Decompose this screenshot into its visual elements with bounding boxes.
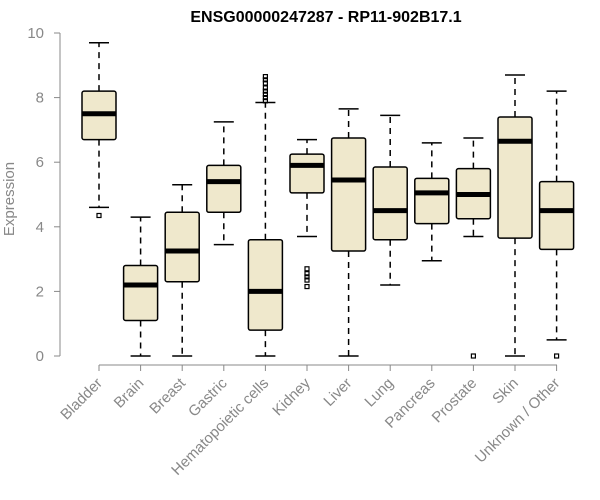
- y-axis-label: Expression: [1, 162, 18, 236]
- outlier-point: [262, 74, 268, 80]
- box-lung: [372, 114, 408, 286]
- box-prostate: [455, 137, 492, 359]
- outlier-point: [262, 80, 268, 86]
- outlier-point: [262, 91, 268, 97]
- outlier-point: [304, 271, 310, 277]
- x-tick-label: Breast: [146, 374, 189, 417]
- x-tick-label: Prostate: [429, 375, 481, 427]
- outlier-point: [470, 353, 476, 359]
- iqr-box: [330, 137, 367, 252]
- box-kidney: [289, 138, 325, 290]
- iqr-box: [372, 166, 408, 241]
- x-tick-label: Liver: [320, 375, 355, 410]
- outlier-point: [553, 353, 560, 359]
- box-brain: [122, 216, 159, 357]
- x-tick-label: Brain: [111, 375, 148, 412]
- iqr-box: [538, 180, 575, 251]
- outlier-point: [304, 283, 310, 290]
- boxes: [81, 41, 575, 359]
- iqr-box: [497, 116, 533, 239]
- outlier-point: [262, 98, 268, 104]
- outlier-point: [96, 212, 102, 219]
- box-hematopoietic-cells: [247, 74, 284, 357]
- box-gastric: [206, 121, 242, 246]
- outlier-point: [262, 94, 268, 101]
- y-tick-label: 4: [36, 219, 44, 236]
- outlier-point: [304, 274, 310, 280]
- box-breast: [164, 184, 200, 357]
- iqr-box: [289, 153, 325, 194]
- outlier-point: [262, 88, 268, 94]
- iqr-box: [122, 264, 159, 322]
- y-tick-label: 6: [36, 154, 44, 171]
- x-tick-label: Lung: [361, 375, 397, 411]
- y-tick-label: 0: [36, 348, 44, 365]
- y-tick-label: 2: [36, 283, 44, 300]
- box-unknown-other: [538, 90, 575, 359]
- outlier-point: [262, 77, 268, 83]
- outlier-point: [262, 85, 268, 91]
- iqr-box: [414, 177, 450, 225]
- box-pancreas: [414, 142, 450, 262]
- x-tick-label: Bladder: [57, 375, 106, 424]
- y-tick-label: 8: [36, 90, 44, 107]
- box-bladder: [81, 41, 117, 219]
- y-axis: 0 2 4 6 8 10: [27, 25, 61, 365]
- y-tick-label: 10: [27, 25, 44, 42]
- chart-title: ENSG00000247287 - RP11-902B17.1: [190, 9, 461, 26]
- box-liver: [330, 108, 367, 357]
- outlier-point: [304, 277, 310, 283]
- iqr-box: [164, 211, 200, 283]
- x-tick-label: Kidney: [269, 374, 314, 419]
- x-tick-label: Skin: [489, 375, 522, 408]
- box-skin: [497, 74, 533, 357]
- outlier-point: [304, 266, 310, 272]
- iqr-box: [247, 238, 284, 331]
- iqr-box: [206, 164, 242, 214]
